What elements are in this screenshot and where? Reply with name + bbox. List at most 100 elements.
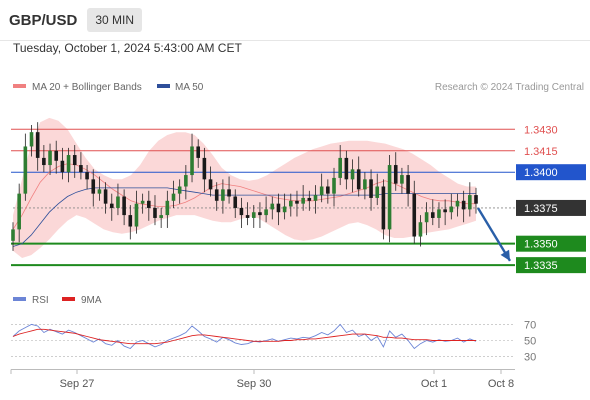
candle-body [251, 212, 256, 218]
candle [375, 173, 380, 206]
candle [190, 133, 194, 183]
candle-body [301, 197, 305, 204]
candle-body [171, 193, 176, 201]
candle [455, 193, 460, 217]
candle-body [153, 207, 157, 218]
forecast-arrow-shaft [476, 207, 512, 262]
candle-body [424, 212, 429, 223]
time-tick-label: Oct 8 [488, 378, 514, 390]
candle [221, 179, 225, 214]
candle-body [418, 222, 423, 237]
candle [443, 199, 447, 226]
candle [289, 193, 293, 217]
rsi-legend-swatch [13, 297, 26, 301]
level-badge-text: 1.3375 [524, 203, 558, 215]
level-badge-bg [516, 235, 586, 252]
candle-body [375, 186, 380, 198]
candle [326, 179, 330, 204]
candle-body [202, 157, 207, 180]
ma50-line [12, 187, 476, 247]
candle-body [221, 189, 225, 201]
level-badge-bg [516, 199, 586, 216]
candle [48, 143, 52, 176]
candle [227, 176, 231, 204]
candle [11, 222, 15, 251]
candle-body [196, 146, 200, 158]
level-badge-text: 1.3335 [524, 260, 558, 272]
candle-body [313, 195, 318, 201]
candle [140, 193, 145, 214]
timeframe-button[interactable]: 30 MIN [87, 8, 143, 32]
rsi-tick-50: 50 [524, 336, 536, 348]
candle-body [214, 189, 219, 201]
candle-body [72, 155, 77, 166]
candle [332, 167, 336, 207]
candle-body [381, 186, 386, 230]
candle [363, 172, 367, 200]
candle [72, 145, 77, 178]
candle-body [245, 215, 250, 218]
candle-body [437, 209, 441, 218]
candle [424, 202, 429, 236]
level-badge-text: 1.3350 [524, 239, 558, 251]
candle [381, 179, 386, 240]
candle [430, 199, 435, 226]
rsi-tick-70: 70 [524, 319, 536, 331]
candle [313, 185, 318, 214]
level-label-1.3415: 1.3415 [524, 146, 558, 158]
candle-body [122, 196, 126, 216]
ma9-legend-swatch [62, 297, 75, 301]
candle [214, 182, 219, 211]
candle-body [91, 179, 96, 194]
candle-body [48, 150, 52, 166]
candle [393, 152, 398, 191]
candle [301, 185, 305, 211]
time-tick-label: Sep 30 [237, 378, 272, 390]
candle [79, 152, 83, 180]
candle-body [455, 200, 460, 207]
candle-body [363, 179, 367, 190]
candle-body [116, 196, 120, 208]
candle [400, 167, 404, 194]
candle-body [387, 165, 392, 230]
rsi-line [12, 323, 477, 350]
candle [258, 202, 262, 228]
candle-body [264, 209, 268, 216]
candle-body [208, 179, 213, 190]
candle [356, 156, 361, 197]
candle-body [60, 160, 65, 173]
level-badge-bg [516, 164, 586, 181]
candle-body [85, 172, 89, 180]
candle [387, 155, 392, 243]
candle [147, 190, 151, 221]
ma20-legend-swatch [13, 84, 26, 88]
candle-body [443, 209, 447, 213]
candle-body [42, 157, 46, 166]
candle [338, 145, 342, 186]
candle-body [177, 186, 182, 194]
candle [35, 122, 40, 171]
candle-body [289, 200, 293, 207]
candle [233, 189, 238, 218]
candle [196, 139, 200, 168]
candle [406, 165, 410, 207]
candle-body [140, 200, 145, 204]
candle [270, 196, 275, 220]
candle [239, 197, 244, 228]
candle-body [393, 165, 398, 184]
ma9-legend-label: 9MA [81, 295, 102, 306]
candle-body [276, 203, 281, 213]
candle-body [350, 169, 355, 180]
candle-body [270, 203, 275, 210]
level-badge-text: 1.3400 [524, 167, 558, 179]
candle-body [109, 203, 114, 208]
candle [66, 147, 71, 183]
candle [437, 202, 441, 228]
rsi-panel: 70 50 30 [11, 319, 536, 364]
candle [165, 190, 170, 228]
forecast-arrow [476, 207, 512, 262]
candle [116, 183, 120, 216]
candle-body [319, 186, 324, 196]
candle [202, 147, 207, 193]
